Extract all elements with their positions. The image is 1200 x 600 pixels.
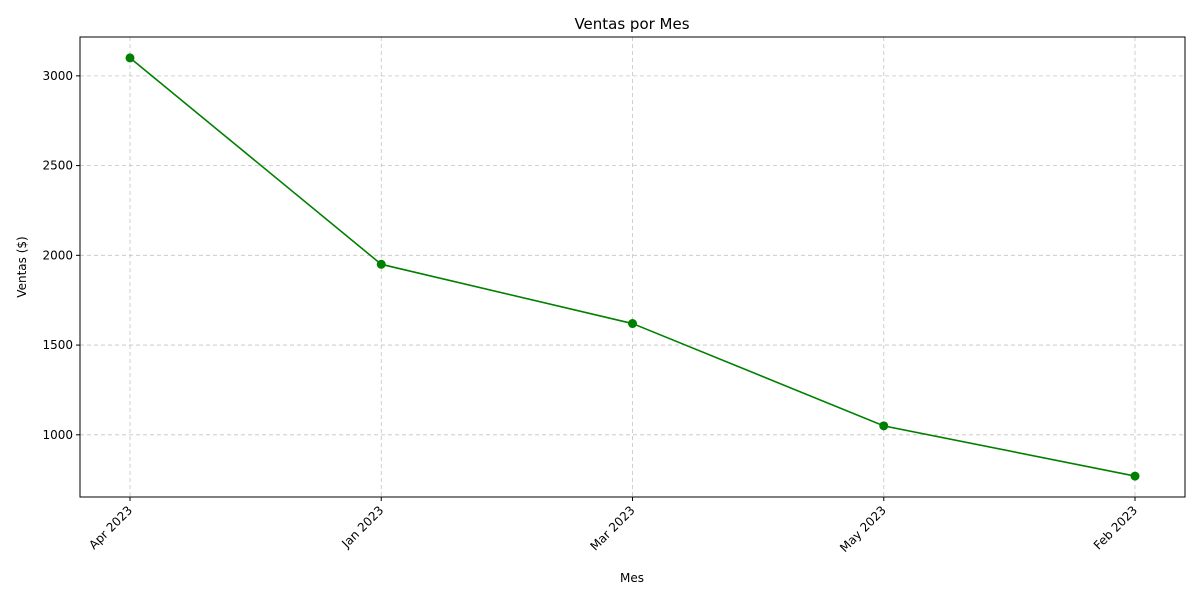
data-point [376,259,386,269]
data-point [628,319,637,329]
x-tick-label: Apr 2023 [86,503,135,552]
data-point [1130,471,1140,481]
y-tick-label: 3000 [42,69,73,83]
y-tick-label: 1500 [42,338,73,352]
x-tick-label: Jan 2023 [338,503,386,551]
plot-frame [79,36,1186,498]
x-axis: Apr 2023 Jan 2023 Mar 2023 May 2023 Feb 2023 [86,497,1140,555]
y-tick-label: 2000 [42,248,73,262]
series-line [129,57,1136,477]
data-point [879,421,889,431]
x-tick-label: Mar 2023 [587,503,637,553]
y-axis: 1000 1500 2000 2500 3000 [42,69,80,442]
y-tick-label: 1000 [42,428,73,442]
chart-title: Ventas por Mes [574,15,689,33]
x-tick-label: May 2023 [837,503,889,555]
data-point [125,53,135,63]
y-tick-label: 2500 [42,159,73,173]
x-axis-label: Mes [620,571,644,585]
series-layer [125,53,1140,481]
x-tick-label: Feb 2023 [1091,503,1140,552]
y-axis-label: Ventas ($) [15,236,29,297]
grid [80,37,1185,497]
